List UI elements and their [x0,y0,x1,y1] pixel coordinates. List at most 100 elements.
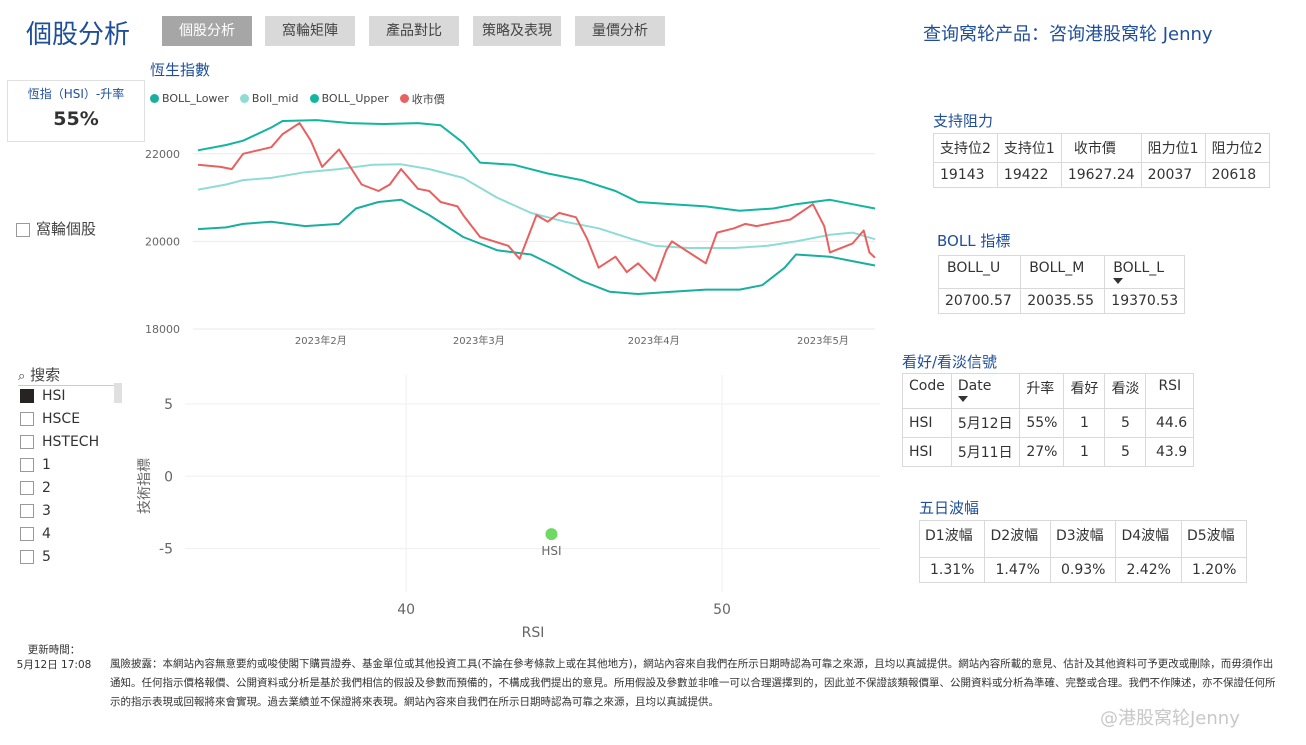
header-cell[interactable]: 看好 [1063,373,1106,409]
signal-table: Code Date 升率 看好 看淡 RSI HSI 5月12日 55% 1 5… [902,373,1195,467]
legend-boll-mid[interactable]: Boll_mid [239,92,299,105]
checkbox-icon[interactable] [20,412,34,426]
query-warrant-link[interactable]: 查询窝轮产品：咨询港股窝轮 Jenny [923,24,1213,45]
x-tick-label: 2023年2月 [295,334,347,347]
volatility-title: 五日波幅 [919,499,980,517]
checkbox-icon[interactable] [20,481,34,495]
table-cell: 1 [1063,437,1106,467]
checkbox-icon[interactable] [20,550,34,564]
series-close-price-line[interactable] [197,122,876,282]
header-cell[interactable]: D4波幅 [1115,520,1182,558]
header-cell[interactable]: 阻力位1 [1140,133,1206,163]
table-cell: 27% [1019,437,1065,467]
warrant-stock-toggle[interactable]: 窩輪個股 [16,218,96,239]
header-cell[interactable]: 支持位1 [996,133,1062,163]
slicer-search[interactable]: ⌕ 搜索 [18,364,122,386]
kpi-value: 55% [53,108,99,130]
y-tick-label: 5 [164,397,173,413]
series-boll-lower-line[interactable] [197,198,876,295]
slicer-item-label: 2 [42,480,51,496]
legend-close-price[interactable]: 收市價 [399,91,445,107]
tab-product-compare[interactable]: 產品對比 [369,16,459,46]
series-boll-mid-line[interactable] [197,163,876,249]
scatter-point-hsi[interactable] [545,528,558,541]
legend-label: 收市價 [411,92,445,106]
table-cell: 44.6 [1145,408,1195,438]
tab-volume-price[interactable]: 量價分析 [575,16,665,46]
watermark: @港股窝轮Jenny [1100,708,1240,729]
y-tick-label: 20000 [145,235,180,248]
header-cell[interactable]: D2波幅 [984,520,1051,558]
checkbox-icon[interactable] [20,458,34,472]
slicer-item-2[interactable]: 2 [20,480,51,502]
y-axis-title: 技術指標 [137,458,153,514]
header-cell[interactable]: 看淡 [1104,373,1147,409]
header-cell[interactable]: Date [950,373,1021,409]
header-label: Date [957,378,992,394]
tab-stock-analysis[interactable]: 個股分析 [162,16,252,46]
sort-down-icon[interactable] [957,396,968,402]
sort-down-icon[interactable] [1113,278,1124,284]
slicer-item-label: 5 [42,549,51,565]
checkbox-icon[interactable] [20,504,34,518]
legend-boll-lower[interactable]: BOLL_Lower [150,92,229,105]
slicer-item-hstech[interactable]: HSTECH [20,434,99,456]
line-chart-legend: BOLL_Lower Boll_mid BOLL_Upper 收市價 [150,88,451,107]
slicer-item-1[interactable]: 1 [20,457,51,479]
header-cell[interactable]: RSI [1145,373,1195,409]
header-cell[interactable]: BOLL_U [937,255,1022,289]
legend-label: Boll_mid [251,92,299,105]
header-cell[interactable]: 收市價 [1060,133,1142,163]
header-cell[interactable]: BOLL_L [1104,255,1186,289]
checkbox-icon[interactable] [20,527,34,541]
slicer-item-hsi[interactable]: HSI [20,388,66,410]
checkbox-icon[interactable] [20,435,34,449]
update-time-block: 更新時間： 5月12日 17:08 [14,643,94,673]
table-row[interactable]: HSI 5月11日 27% 1 5 43.9 [902,437,1195,467]
tab-warrant-matrix[interactable]: 窩輪矩陣 [265,16,355,46]
signal-title: 看好/看淡信號 [902,353,998,371]
table-cell: 20618 [1204,162,1270,188]
header-cell[interactable]: 支持位2 [933,133,998,163]
search-input[interactable]: 搜索 [30,366,61,384]
header-cell[interactable]: 阻力位2 [1204,133,1270,163]
table-cell: HSI [902,408,952,438]
series-boll-upper-line[interactable] [197,119,876,212]
scatter-point-label: HSI [541,544,561,558]
table-cell: 43.9 [1145,437,1195,467]
table-cell: 19422 [996,162,1062,188]
slicer-item-4[interactable]: 4 [20,526,51,548]
page-title: 個股分析 [26,20,131,50]
legend-dot-icon [399,94,409,103]
table-cell: 1.47% [984,557,1051,583]
header-cell[interactable]: D1波幅 [918,520,986,558]
rsi-scatter-chart[interactable]: 5 0 -5 40 50 RSI 技術指標 HSI [125,370,885,645]
slicer-scrollbar[interactable] [114,383,122,403]
header-cell[interactable]: D3波幅 [1049,520,1117,558]
header-cell[interactable]: D5波幅 [1180,520,1248,558]
slicer-item-5[interactable]: 5 [20,549,51,571]
table-cell: 20037 [1140,162,1206,188]
legend-boll-upper[interactable]: BOLL_Upper [309,92,389,105]
slicer-item-hsce[interactable]: HSCE [20,411,80,433]
table-cell: 19370.53 [1104,288,1186,314]
line-chart-title: 恆生指數 [150,61,211,79]
support-resistance-table: 支持位2 支持位1 收市價 阻力位1 阻力位2 19143 19422 1962… [933,133,1270,188]
table-cell: 1 [1063,408,1106,438]
warrant-checkbox[interactable] [16,222,30,237]
slicer-item-3[interactable]: 3 [20,503,51,525]
table-cell: 5 [1104,437,1147,467]
hsi-line-chart[interactable]: 22000 20000 18000 2023年2月 2023年3月 2023年4… [140,105,885,355]
header-cell[interactable]: Code [902,373,952,409]
tab-strategy-performance[interactable]: 策略及表現 [473,16,561,46]
header-cell[interactable]: 升率 [1019,373,1065,409]
checkbox-icon[interactable] [20,389,34,403]
table-cell: 2.42% [1115,557,1182,583]
y-tick-label: -5 [159,542,173,558]
header-cell[interactable]: BOLL_M [1020,255,1106,289]
boll-title: BOLL 指標 [937,232,1011,250]
slicer-item-label: 1 [42,457,51,473]
table-cell: 19143 [933,162,998,188]
table-row[interactable]: HSI 5月12日 55% 1 5 44.6 [902,408,1195,438]
risk-disclaimer: 風險披露：本網站內容無意要約或唆使閣下購買證券、基金單位或其他投資工具(不論在參… [110,658,1276,708]
